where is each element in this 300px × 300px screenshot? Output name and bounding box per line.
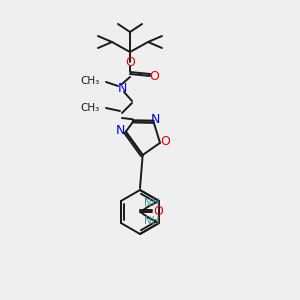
Text: CH₃: CH₃ — [81, 103, 100, 113]
Text: O: O — [153, 206, 163, 218]
Text: NH: NH — [145, 199, 160, 208]
Text: NH: NH — [145, 215, 160, 226]
Text: O: O — [125, 56, 135, 68]
Text: N: N — [116, 124, 125, 137]
Text: O: O — [149, 70, 159, 83]
Text: O: O — [160, 135, 170, 148]
Text: N: N — [117, 82, 127, 94]
Text: CH₃: CH₃ — [81, 76, 100, 86]
Text: N: N — [151, 113, 160, 126]
